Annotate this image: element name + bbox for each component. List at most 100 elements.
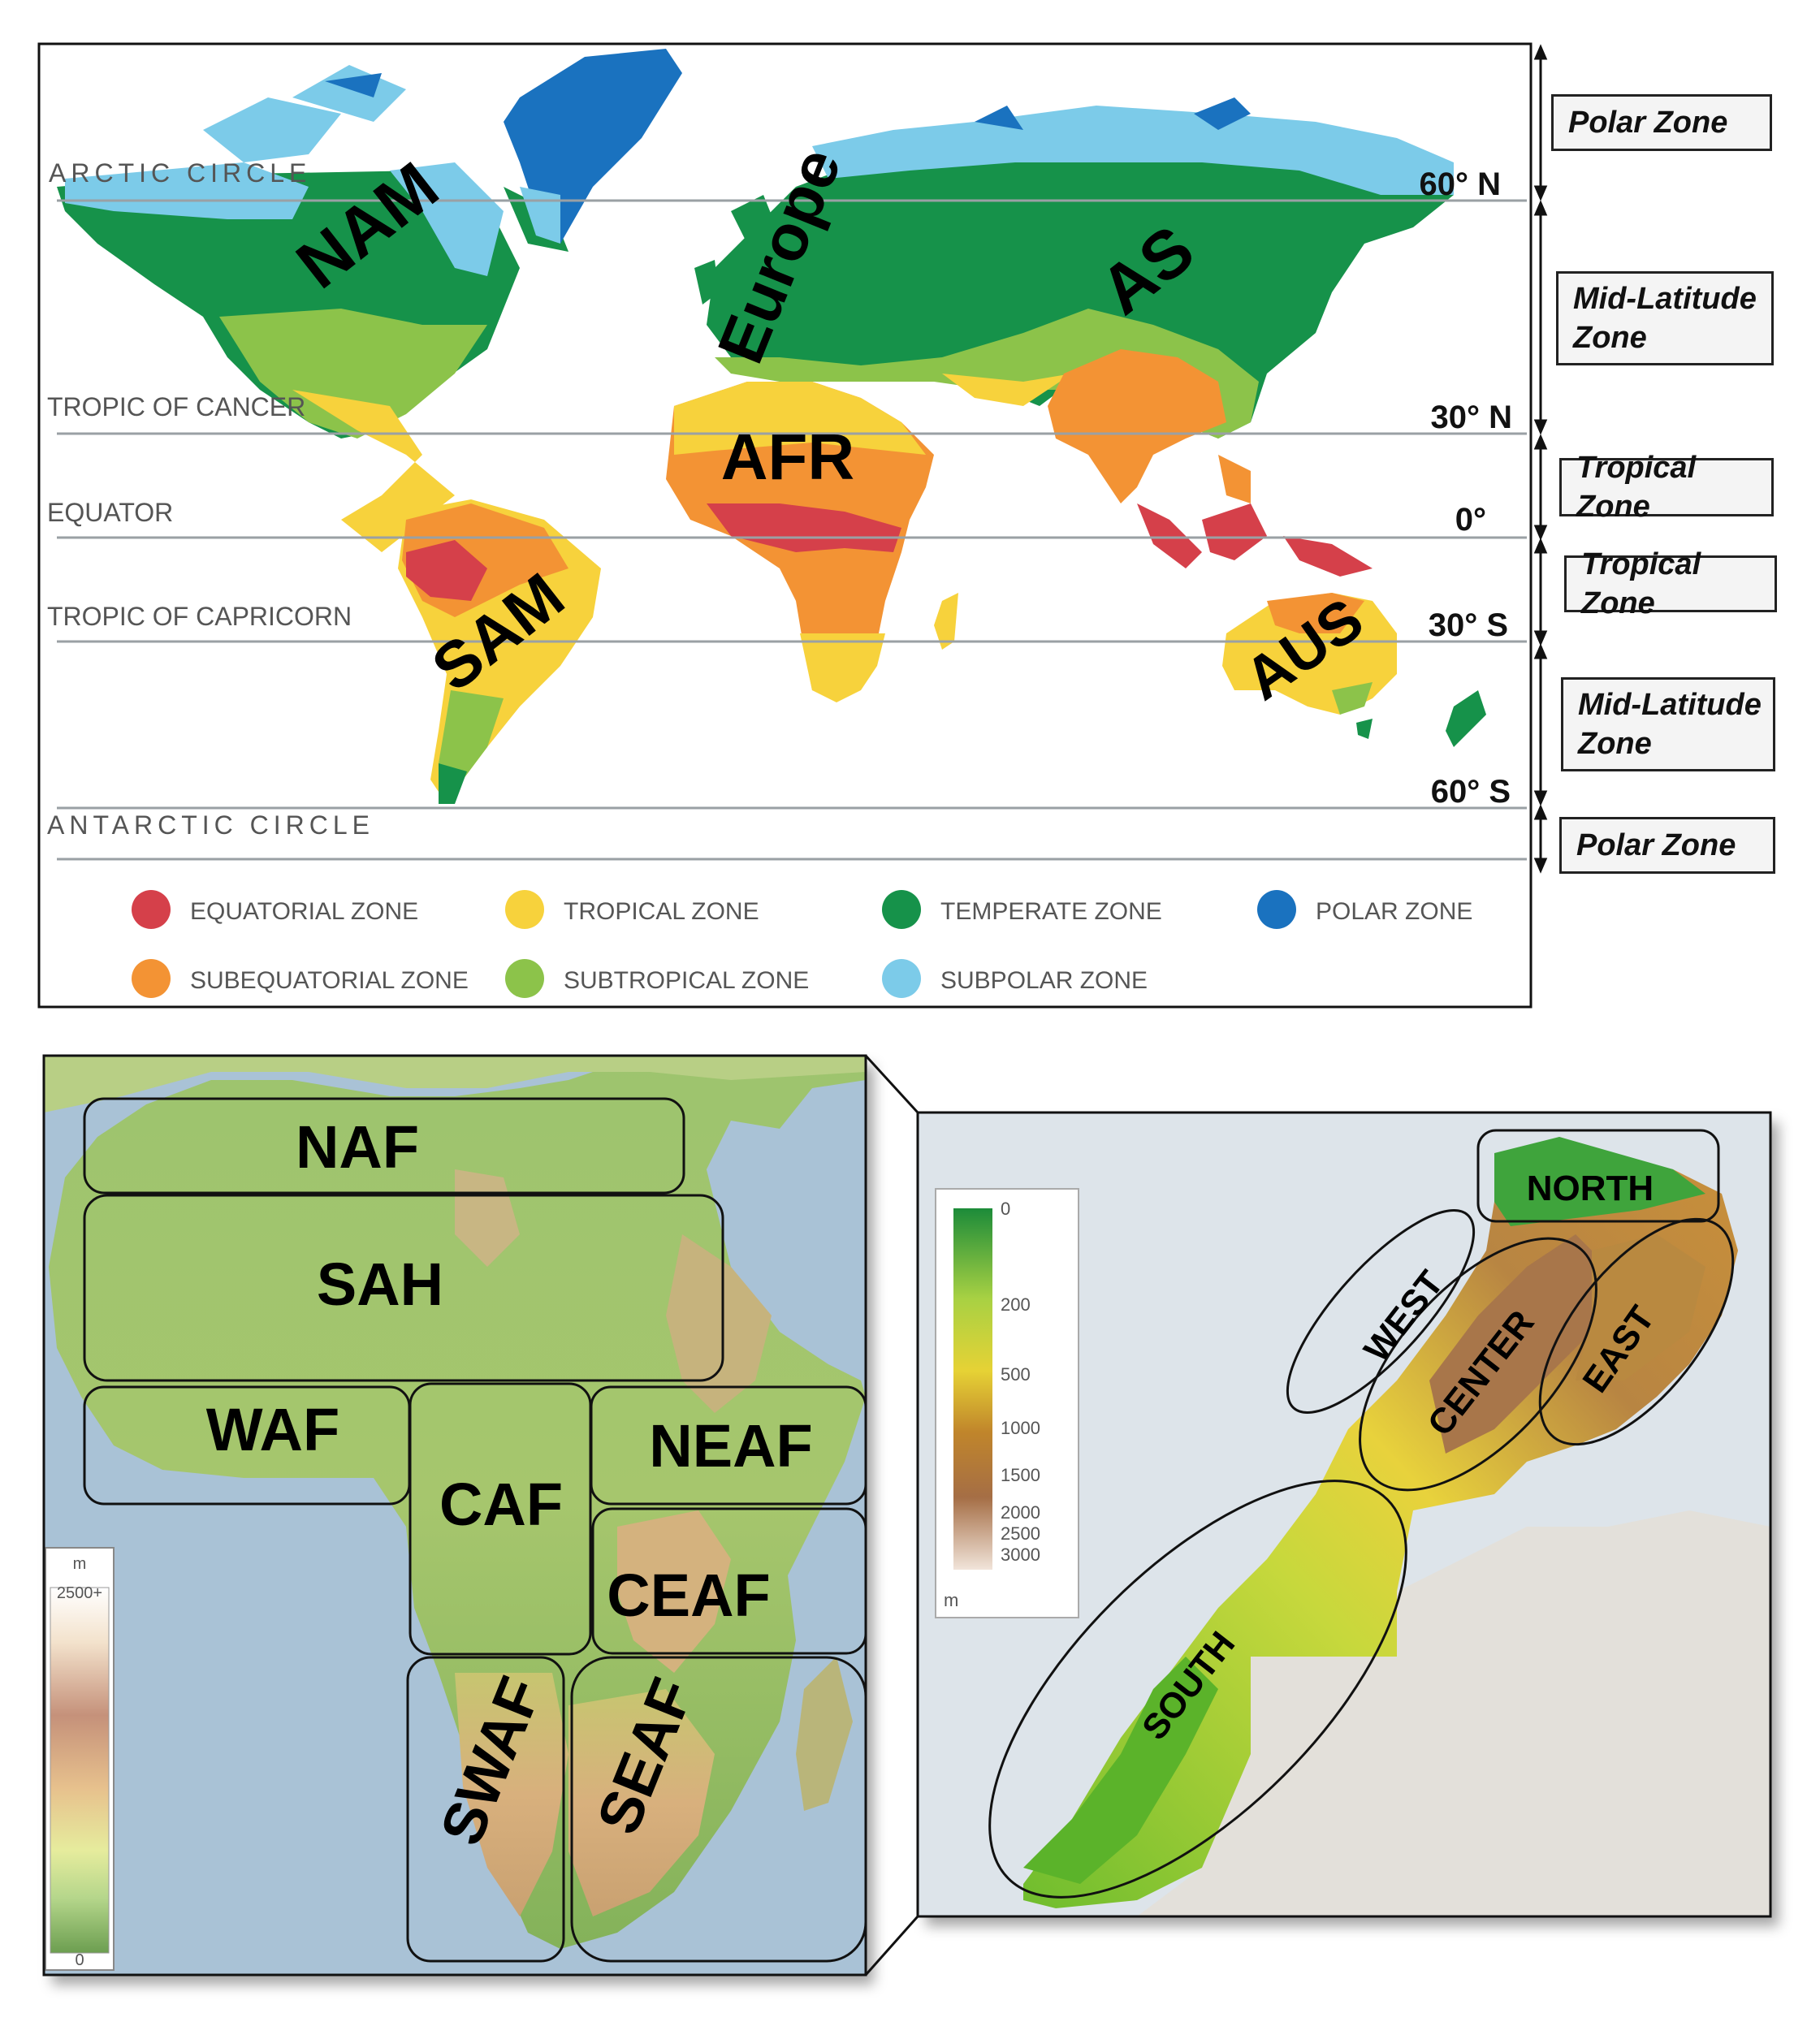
equator-label: EQUATOR — [47, 498, 173, 527]
region-box-caf — [409, 1382, 592, 1656]
legend-swatch-temperate — [882, 890, 921, 929]
arctic-circle-label: ARCTIC CIRCLE — [49, 158, 311, 188]
legend-label-temperate: TEMPERATE ZONE — [940, 898, 1162, 925]
latitude-30n-label: 30° N — [1431, 400, 1513, 435]
eurasia — [707, 97, 1454, 503]
africa-legend-top: 2500+ — [57, 1584, 102, 1602]
morocco-region-outlines — [988, 1129, 1735, 1899]
region-label-east: EAST — [1575, 1298, 1662, 1399]
region-label-caf: CAF — [439, 1471, 563, 1538]
region-ellipse-center — [1359, 1237, 1597, 1492]
zone-label-mid-latitude-south-line2: Zone — [1578, 727, 1652, 761]
morocco-legend-tick-1000: 1000 — [1001, 1418, 1040, 1438]
region-label-center: CENTER — [1420, 1303, 1542, 1444]
tropic-of-cancer-label: TROPIC OF CANCER — [47, 392, 305, 421]
latitude-60n-label: 60° N — [1420, 166, 1502, 202]
southeast-asia — [1137, 455, 1373, 577]
zoom-connector — [864, 1054, 919, 1976]
zone-arrows — [1533, 44, 1548, 874]
zone-label-mid-latitude-north-line2: Zone — [1573, 321, 1647, 355]
region-box-seaf — [570, 1656, 867, 1963]
zone-label-polar-south: Polar Zone — [1576, 828, 1736, 862]
africa-legend-unit: m — [73, 1555, 87, 1573]
zone-label-tropical-north: Tropical Zone — [1576, 451, 1697, 524]
legend-swatch-tropical — [505, 890, 544, 929]
climate-legend: EQUATORIAL ZONE TROPICAL ZONE TEMPERATE … — [132, 890, 1472, 998]
latitude-60s-label: 60° S — [1431, 774, 1511, 810]
region-label-waf: WAF — [206, 1396, 339, 1463]
region-box-swaf — [406, 1656, 565, 1963]
region-ellipse-east — [1538, 1217, 1735, 1446]
zone-box-polar-south: Polar Zone — [1559, 817, 1775, 874]
morocco-region-labels: NORTH WEST CENTER EAST SOUTH — [1135, 1169, 1662, 1748]
region-label-south: SOUTH — [1135, 1624, 1243, 1748]
morocco-terrain — [1023, 1137, 1770, 1916]
legend-swatch-subtropical — [505, 959, 544, 998]
region-label-seaf: SEAF — [584, 1669, 707, 1843]
morocco-legend-tick-1500: 1500 — [1001, 1465, 1040, 1485]
legend-swatch-equatorial — [132, 890, 171, 929]
zone-box-tropical-south: Tropical Zone — [1564, 547, 1777, 620]
morocco-legend-tick-2000: 2000 — [1001, 1502, 1040, 1523]
region-label-swaf: SWAF — [427, 1668, 555, 1854]
legend-label-subequatorial: SUBEQUATORIAL ZONE — [190, 967, 469, 994]
legend-label-equatorial: EQUATORIAL ZONE — [190, 898, 418, 925]
zone-box-tropical-north: Tropical Zone — [1559, 451, 1774, 524]
legend-swatch-polar — [1257, 890, 1296, 929]
region-label-sah: SAH — [317, 1251, 443, 1318]
africa-panel — [44, 1056, 866, 1975]
antarctic-circle-label: ANTARCTIC CIRCLE — [47, 810, 374, 840]
australia — [1222, 593, 1486, 747]
zone-box-mid-latitude-south: Mid-Latitude Zone — [1561, 677, 1775, 771]
morocco-legend-tick-200: 200 — [1001, 1294, 1031, 1315]
morocco-panel — [918, 1113, 1770, 1916]
morocco-legend-tick-0: 0 — [1001, 1199, 1010, 1219]
legend-label-subpolar: SUBPOLAR ZONE — [940, 967, 1148, 994]
legend-swatch-subequatorial — [132, 959, 171, 998]
region-box-ceaf — [591, 1507, 867, 1655]
zone-label-tropical-south: Tropical Zone — [1581, 547, 1701, 620]
legend-label-tropical: TROPICAL ZONE — [564, 898, 759, 925]
zone-label-mid-latitude-north-line1: Mid-Latitude — [1573, 282, 1757, 316]
region-label-ceaf: CEAF — [607, 1562, 770, 1629]
latitude-30s-label: 30° S — [1429, 607, 1508, 643]
legend-label-polar: POLAR ZONE — [1316, 898, 1472, 925]
legend-label-subtropical: SUBTROPICAL ZONE — [564, 967, 809, 994]
africa-terrain — [44, 1056, 866, 1949]
region-label-north: NORTH — [1527, 1169, 1654, 1208]
latitude-equator-label: 0° — [1455, 502, 1486, 538]
arctic-islands — [203, 65, 406, 162]
europe-nw — [694, 195, 780, 305]
morocco-elevation-legend: 0 200 500 1000 1500 2000 2500 3000 m — [935, 1188, 1079, 1618]
south-america — [398, 499, 601, 804]
africa — [666, 382, 958, 702]
morocco-legend-tick-500: 500 — [1001, 1364, 1031, 1385]
tropic-of-capricorn-label: TROPIC OF CAPRICORN — [47, 602, 352, 631]
world-climate-map: ARCTIC CIRCLE TROPIC OF CANCER EQUATOR T… — [37, 42, 1548, 1009]
zone-box-mid-latitude-north: Mid-Latitude Zone — [1556, 271, 1774, 365]
region-ellipse-south — [988, 1480, 1407, 1899]
region-box-naf — [83, 1097, 685, 1195]
africa-region-outlines — [83, 1097, 867, 1963]
morocco-legend-tick-3000: 3000 — [1001, 1545, 1040, 1565]
region-box-north — [1476, 1129, 1720, 1223]
africa-region-labels: NAF SAH WAF CAF NEAF CEAF SWAF SEAF — [206, 1113, 813, 1854]
zone-box-polar-north: Polar Zone — [1551, 94, 1772, 151]
region-box-neaf — [590, 1385, 867, 1506]
legend-swatch-subpolar — [882, 959, 921, 998]
africa-panel-border — [42, 1054, 867, 1977]
zone-label-mid-latitude-south-line1: Mid-Latitude — [1578, 688, 1762, 722]
morocco-legend-tick-2500: 2500 — [1001, 1523, 1040, 1544]
region-label-west: WEST — [1356, 1264, 1451, 1369]
africa-legend-bottom: 0 — [75, 1951, 84, 1969]
region-box-sah — [83, 1194, 724, 1382]
region-ellipse-west — [1286, 1209, 1476, 1414]
region-label-naf: NAF — [296, 1113, 419, 1181]
morocco-legend-unit: m — [944, 1590, 958, 1610]
morocco-panel-border — [916, 1111, 1772, 1918]
africa-elevation-legend: m 2500+ 0 — [45, 1547, 115, 1971]
continent-label-afr: AFR — [721, 421, 854, 493]
region-label-neaf: NEAF — [649, 1412, 812, 1480]
zone-label-polar-north: Polar Zone — [1568, 106, 1728, 140]
region-box-waf — [83, 1385, 411, 1506]
